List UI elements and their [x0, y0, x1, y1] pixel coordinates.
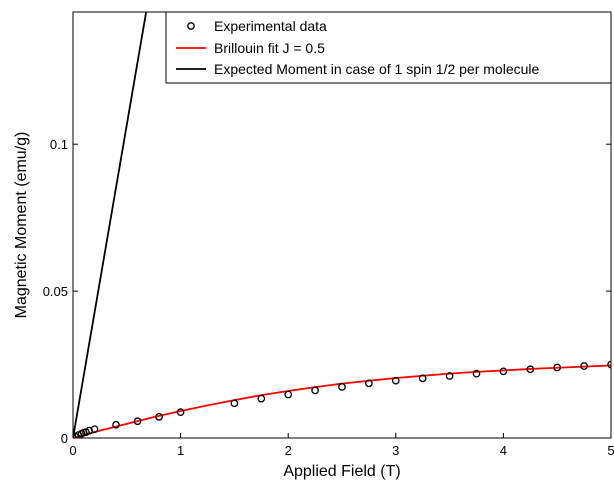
legend-label-experimental-data: Experimental data	[214, 18, 327, 34]
y-tick-label: 0	[61, 431, 68, 446]
legend-label-brillouin-fit: Brillouin fit J = 0.5	[214, 40, 325, 56]
series-0-point	[85, 426, 93, 435]
series-0-point	[553, 363, 562, 372]
legend-box	[165, 11, 612, 84]
series-0-point	[230, 399, 239, 408]
series-0-point	[311, 386, 319, 395]
series-0-point	[472, 369, 481, 378]
series-0-point	[338, 383, 346, 391]
legend-label-expected-moment: Expected Moment in case of 1 spin 1/2 pe…	[214, 61, 540, 77]
series-0-point	[418, 374, 427, 383]
series-0-point	[526, 365, 535, 374]
y-tick-label: 0.1	[50, 137, 68, 152]
y-axis-label: Magnetic Moment (emu/g)	[13, 132, 30, 319]
x-tick-label: 4	[500, 443, 507, 458]
series-0-point	[257, 394, 266, 403]
x-tick-label: 5	[607, 443, 614, 458]
series-0-point	[499, 367, 508, 376]
series-0-point	[155, 412, 163, 421]
x-tick-label: 1	[177, 443, 184, 458]
series-0-point	[284, 390, 293, 399]
legend-marker-experimental-data	[187, 22, 195, 30]
series-0-point	[90, 425, 99, 434]
series-0-point	[112, 420, 120, 429]
series-0-point	[133, 417, 142, 426]
series-0-point	[176, 408, 185, 416]
series-2-line	[73, 12, 148, 438]
x-tick-label: 2	[285, 443, 292, 458]
series-0-point	[580, 362, 588, 370]
series-0-point	[445, 372, 454, 380]
x-tick-label: 3	[392, 443, 399, 458]
x-axis-label: Applied Field (T)	[283, 463, 400, 480]
x-tick-label: 0	[69, 443, 76, 458]
series-0-point	[391, 376, 400, 385]
y-tick-label: 0.05	[43, 284, 68, 299]
legend: Experimental data Brillouin fit J = 0.5 …	[165, 11, 612, 84]
series-0-point	[365, 379, 373, 388]
axes-ticks: 0 1 2 3 4 5 0 0.05 0.1	[43, 12, 614, 458]
